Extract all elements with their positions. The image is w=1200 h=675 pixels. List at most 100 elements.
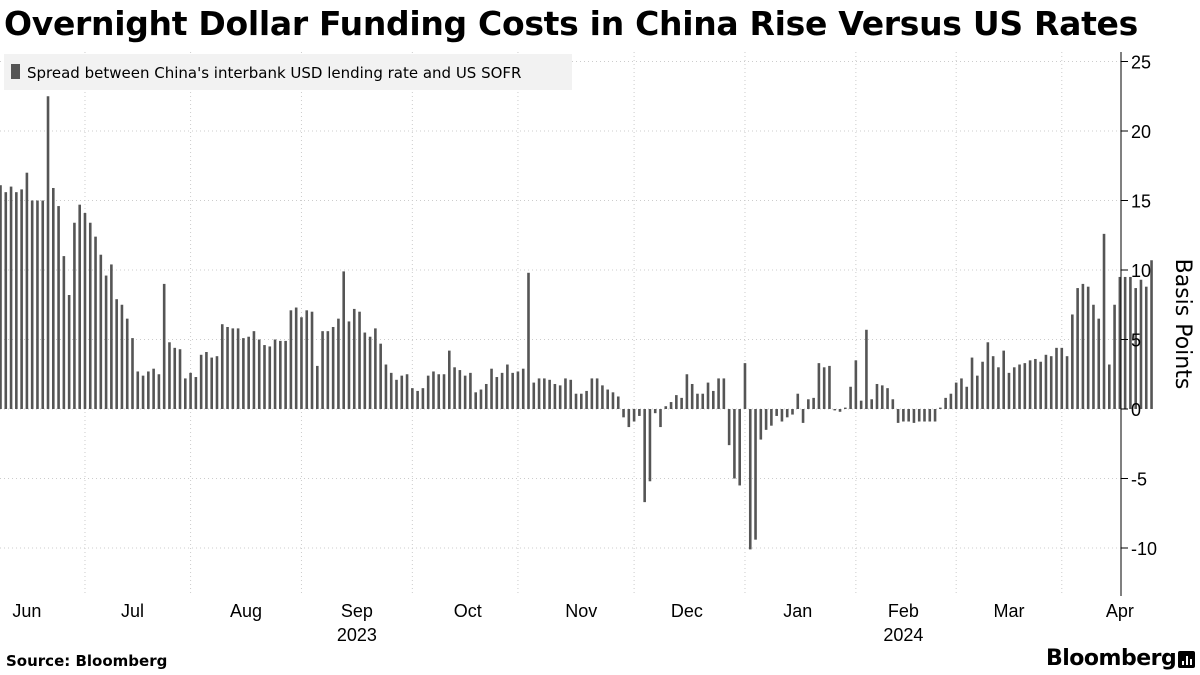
bar — [310, 311, 314, 409]
bar — [374, 328, 377, 409]
bar — [939, 407, 942, 409]
bar — [748, 409, 752, 550]
bar — [147, 371, 150, 409]
bar — [20, 189, 23, 409]
bar — [1065, 356, 1069, 409]
bar — [1150, 260, 1153, 409]
y-tick-label: 10 — [1131, 261, 1151, 281]
bar — [41, 200, 45, 409]
bar — [780, 409, 784, 422]
bar — [358, 311, 361, 409]
bar — [231, 328, 235, 409]
bar — [300, 317, 303, 409]
x-tick-label: Aug — [230, 601, 262, 621]
bar — [1129, 276, 1132, 409]
bar — [733, 409, 736, 479]
bar — [125, 318, 129, 409]
bar — [833, 409, 837, 411]
bar — [88, 222, 92, 409]
bar — [36, 200, 39, 409]
bar — [738, 409, 741, 486]
x-year-label: 2024 — [883, 625, 923, 645]
bar — [104, 275, 108, 409]
bar — [1044, 354, 1048, 409]
bar — [220, 324, 224, 409]
bar — [395, 379, 398, 409]
bar — [949, 393, 953, 409]
bar — [580, 393, 583, 409]
bar — [1086, 286, 1090, 409]
bar — [817, 363, 821, 409]
source-note: Source: Bloomberg — [6, 652, 168, 670]
bar — [316, 365, 319, 409]
bar — [321, 331, 324, 409]
bar — [991, 356, 995, 409]
bar — [62, 256, 66, 409]
bar — [770, 409, 773, 426]
bar — [437, 374, 441, 409]
bar — [432, 371, 435, 409]
bar — [294, 307, 298, 409]
bar — [458, 370, 462, 409]
x-tick-label: Jan — [783, 601, 812, 621]
bar — [1113, 304, 1116, 409]
bar — [717, 378, 720, 409]
bar — [954, 382, 958, 409]
bar — [83, 213, 87, 409]
bar — [184, 378, 187, 409]
x-tick-label: Nov — [565, 601, 597, 621]
bar — [421, 388, 425, 409]
bar — [490, 368, 493, 409]
bar — [25, 172, 29, 409]
bar — [675, 395, 678, 409]
bar — [902, 409, 905, 422]
bar — [558, 385, 562, 409]
x-tick-label: Oct — [454, 601, 482, 621]
bar — [997, 367, 1000, 409]
bar — [585, 390, 588, 409]
axis-layer: 25 20 15 10 5 0 -5 -10 Jun Jul Aug Sep Oct Nov Dec Jan F… — [12, 52, 1157, 645]
bar — [616, 396, 620, 409]
bar — [812, 397, 815, 409]
bar — [527, 272, 530, 409]
bar — [4, 192, 8, 409]
bar — [273, 339, 277, 409]
bar — [1034, 358, 1037, 409]
bar — [791, 409, 794, 415]
bar — [928, 409, 932, 422]
bar — [912, 409, 916, 423]
bar — [157, 374, 161, 409]
bar — [743, 363, 747, 409]
bar — [659, 409, 662, 428]
bar — [785, 409, 789, 418]
bloomberg-terminal-icon — [1178, 651, 1195, 668]
bar — [870, 399, 873, 409]
bar — [965, 386, 969, 409]
bar — [215, 356, 219, 409]
bar — [263, 345, 266, 409]
bar — [500, 372, 504, 409]
bar — [78, 204, 81, 409]
x-tick-label: Sep — [341, 601, 373, 621]
bar — [400, 375, 404, 409]
bar — [564, 378, 567, 409]
bar — [537, 378, 541, 409]
bar — [1139, 279, 1143, 409]
y-tick-label: 15 — [1131, 192, 1151, 212]
bar — [1118, 276, 1122, 409]
bar — [426, 375, 430, 409]
bar — [822, 367, 826, 409]
bar — [1071, 314, 1074, 409]
bar — [854, 360, 858, 409]
bar — [0, 185, 2, 409]
bar — [712, 390, 715, 409]
bar — [622, 409, 625, 418]
bar — [405, 374, 409, 409]
bar — [189, 372, 192, 409]
y-tick-label: -10 — [1131, 539, 1157, 559]
bar — [574, 393, 578, 409]
bar — [1049, 356, 1053, 409]
bar — [305, 310, 309, 409]
bar — [838, 409, 842, 412]
bar — [131, 338, 134, 409]
